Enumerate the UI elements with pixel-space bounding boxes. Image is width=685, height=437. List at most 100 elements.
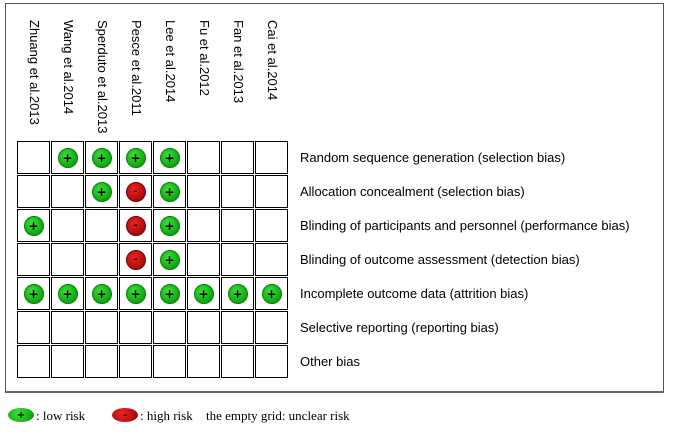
rating-cell: + xyxy=(153,175,186,208)
rating-cell xyxy=(221,141,254,174)
rating-cell: + xyxy=(119,141,152,174)
domain-row: + + + + + + + + xyxy=(17,277,289,311)
rating-cell: + xyxy=(51,277,84,310)
domain-label: Selective reporting (reporting bias) xyxy=(300,320,499,335)
low-risk-dot: + xyxy=(91,181,112,202)
rating-cell: + xyxy=(119,277,152,310)
domain-label: Blinding of participants and personnel (… xyxy=(300,218,630,233)
study-label: Fu et al.2012 xyxy=(197,20,212,96)
study-label: Pesce et al.2011 xyxy=(129,20,144,116)
rating-cell xyxy=(153,311,186,344)
rating-cell xyxy=(255,141,288,174)
rating-cell xyxy=(119,311,152,344)
low-risk-dot: + xyxy=(159,181,180,202)
study-label: Cai et al.2014 xyxy=(265,20,280,101)
domain-label: Blinding of outcome assessment (detectio… xyxy=(300,252,580,267)
high-risk-dot: - xyxy=(125,181,146,202)
rating-cell xyxy=(51,345,84,378)
study-label: Lee et al.2014 xyxy=(163,20,178,103)
rating-cell xyxy=(153,345,186,378)
study-label: Wang et al.2014 xyxy=(61,20,76,115)
domain-row: - + xyxy=(17,243,289,277)
rating-cell: - xyxy=(119,243,152,276)
domain-row xyxy=(17,311,289,345)
rating-cell: + xyxy=(221,277,254,310)
high-risk-legend-icon: - xyxy=(112,408,138,422)
rating-cell xyxy=(221,209,254,242)
study-label: Sperduto et al.2013 xyxy=(95,20,110,134)
rating-cell xyxy=(221,243,254,276)
low-risk-dot: + xyxy=(125,283,146,304)
figure-frame xyxy=(5,3,664,393)
low-risk-dot: + xyxy=(159,249,180,270)
rating-cell xyxy=(187,141,220,174)
rating-cell xyxy=(17,311,50,344)
low-risk-dot: + xyxy=(91,283,112,304)
rating-cell xyxy=(85,243,118,276)
rating-cell: + xyxy=(85,277,118,310)
rating-cell: + xyxy=(85,175,118,208)
rating-cell xyxy=(51,243,84,276)
rating-cell: + xyxy=(153,141,186,174)
domain-label: Other bias xyxy=(300,354,360,369)
rating-cell: + xyxy=(17,209,50,242)
high-risk-legend-text: : high risk xyxy=(140,408,193,423)
high-risk-dot: - xyxy=(125,215,146,236)
rating-cell xyxy=(221,345,254,378)
rating-cell: + xyxy=(255,277,288,310)
domain-label: Random sequence generation (selection bi… xyxy=(300,150,566,165)
rating-cell xyxy=(51,175,84,208)
rating-cell: - xyxy=(119,175,152,208)
rating-cell: + xyxy=(51,141,84,174)
rating-cell xyxy=(221,175,254,208)
rating-cell xyxy=(51,209,84,242)
low-risk-dot: + xyxy=(193,283,214,304)
study-label: Fan et al.2013 xyxy=(231,20,246,104)
unclear-risk-legend-text: the empty grid: unclear risk xyxy=(206,408,350,423)
low-risk-dot: + xyxy=(23,283,44,304)
rating-cell xyxy=(85,311,118,344)
high-risk-dot: - xyxy=(125,249,146,270)
domain-label: Incomplete outcome data (attrition bias) xyxy=(300,286,529,301)
rating-cell xyxy=(187,243,220,276)
rating-cell xyxy=(187,209,220,242)
rating-cell xyxy=(187,345,220,378)
low-risk-dot: + xyxy=(57,147,78,168)
rating-cell xyxy=(255,311,288,344)
rating-cell xyxy=(119,345,152,378)
rating-cell xyxy=(187,311,220,344)
study-label: Zhuang et al.2013 xyxy=(27,20,42,125)
low-risk-dot: + xyxy=(159,147,180,168)
rating-cell: + xyxy=(17,277,50,310)
rating-cell xyxy=(17,141,50,174)
rating-cell xyxy=(17,345,50,378)
low-risk-dot: + xyxy=(159,215,180,236)
rating-cell xyxy=(255,243,288,276)
rating-cell: + xyxy=(153,277,186,310)
low-risk-dot: + xyxy=(57,283,78,304)
rating-cell xyxy=(255,175,288,208)
low-risk-legend-text: : low risk xyxy=(36,408,86,423)
rating-cell: + xyxy=(187,277,220,310)
rating-cell xyxy=(17,243,50,276)
rating-cell xyxy=(221,311,254,344)
rating-cell: + xyxy=(85,141,118,174)
rating-cell xyxy=(85,209,118,242)
low-risk-dot: + xyxy=(125,147,146,168)
domain-row: + + + + xyxy=(17,141,289,175)
domain-label: Allocation concealment (selection bias) xyxy=(300,184,525,199)
rating-cell: + xyxy=(153,243,186,276)
rating-cell xyxy=(85,345,118,378)
rating-cell xyxy=(255,209,288,242)
low-risk-dot: + xyxy=(261,283,282,304)
low-risk-dot: + xyxy=(23,215,44,236)
low-risk-legend-icon: + xyxy=(8,408,34,422)
rating-cell: - xyxy=(119,209,152,242)
low-risk-dot: + xyxy=(227,283,248,304)
domain-row: + - + xyxy=(17,175,289,209)
rating-cell xyxy=(17,175,50,208)
rating-cell xyxy=(255,345,288,378)
low-risk-dot: + xyxy=(159,283,180,304)
low-risk-dot: + xyxy=(91,147,112,168)
domain-row xyxy=(17,345,289,379)
